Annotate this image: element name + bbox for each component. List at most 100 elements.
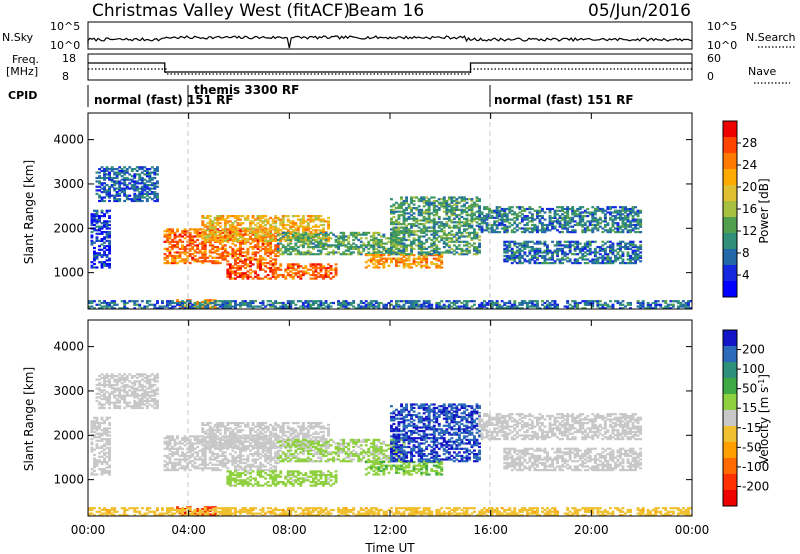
power-cell [188,307,192,310]
power-cell [425,247,429,250]
power-cell [422,212,426,215]
power-cell [254,246,257,249]
power-cell [208,218,212,221]
power-cell [153,169,157,172]
power-cell [369,303,373,306]
power-cell [548,256,552,259]
power-cell [402,261,406,264]
power-cell [349,253,353,256]
power-cell [314,263,318,266]
velocity-cell [148,380,152,383]
velocity-cell [103,403,106,406]
power-cell [684,303,688,306]
power-cell [166,256,169,259]
power-cell [261,247,265,250]
velocity-cell [156,376,159,379]
power-cell [279,242,283,245]
power-cell [390,247,393,250]
power-cell [244,238,247,241]
power-cell [95,218,99,221]
velocity-cell [123,389,127,392]
power-cell [447,226,451,229]
power-cell [90,220,94,223]
power-cell [546,258,549,261]
power-cell [596,229,600,232]
power-cell [473,230,476,233]
power-cell [196,246,200,249]
power-cell [553,215,557,218]
power-cell [234,258,237,261]
power-cell [173,231,177,234]
power-cell [543,244,547,247]
power-cell [533,223,537,227]
power-cell [261,300,265,303]
power-cell [123,301,127,305]
power-cell [163,256,167,259]
power-cell [523,227,527,230]
power-cell [98,171,101,174]
power-cell [120,169,124,172]
power-cell [309,240,313,243]
velocity-cell [108,403,111,406]
power-cell [103,300,106,303]
power-cell [518,247,522,250]
power-cell [289,274,293,277]
power-cell [616,213,620,216]
power-cell [586,249,590,252]
power-cell [455,251,459,254]
power-cell [385,237,388,240]
power-cell [140,191,144,194]
power-cell [246,270,250,273]
power-cell [452,199,456,203]
power-cell [367,242,371,245]
power-cell [513,256,517,259]
power-cell [619,254,622,258]
power-cell [588,223,592,227]
power-cell [269,230,273,233]
power-cell [377,240,381,243]
power-cell [236,239,240,242]
power-cell [578,242,582,245]
power-cell [410,207,413,210]
power-cell [397,305,401,308]
power-cell [312,270,315,273]
power-cell [475,237,479,240]
power-cell [322,265,325,268]
power-cell [420,228,424,231]
power-cell [621,262,625,265]
power-cell [520,256,524,259]
velocity-cell [120,396,124,399]
power-cell [520,231,524,234]
power-cell [284,246,288,249]
power-cell [420,198,424,201]
power-cell [392,205,396,208]
power-cell [387,251,391,254]
power-cell [168,228,172,231]
power-cell [264,239,268,242]
power-cell [234,274,237,277]
power-cell [581,249,585,252]
power-cell [621,258,625,261]
velocity-cell [125,376,129,379]
power-cell [103,213,106,216]
power-cell [412,203,416,206]
power-cell [437,240,441,243]
power-cell [407,205,411,208]
power-cell [556,249,559,252]
power-cell [223,220,227,223]
power-cell [669,303,673,306]
power-cell [551,223,554,227]
power-cell [543,223,547,227]
power-cell [505,256,509,259]
power-cell [518,251,522,254]
power-cell [609,258,612,261]
power-cell [226,300,230,303]
power-cell [410,208,413,211]
power-cell [261,244,265,247]
power-cell [309,218,313,221]
power-cell [319,266,323,270]
power-cell [113,168,117,171]
power-cell [598,303,602,306]
power-cell [619,216,622,219]
power-colorbar-swatch [723,233,737,250]
